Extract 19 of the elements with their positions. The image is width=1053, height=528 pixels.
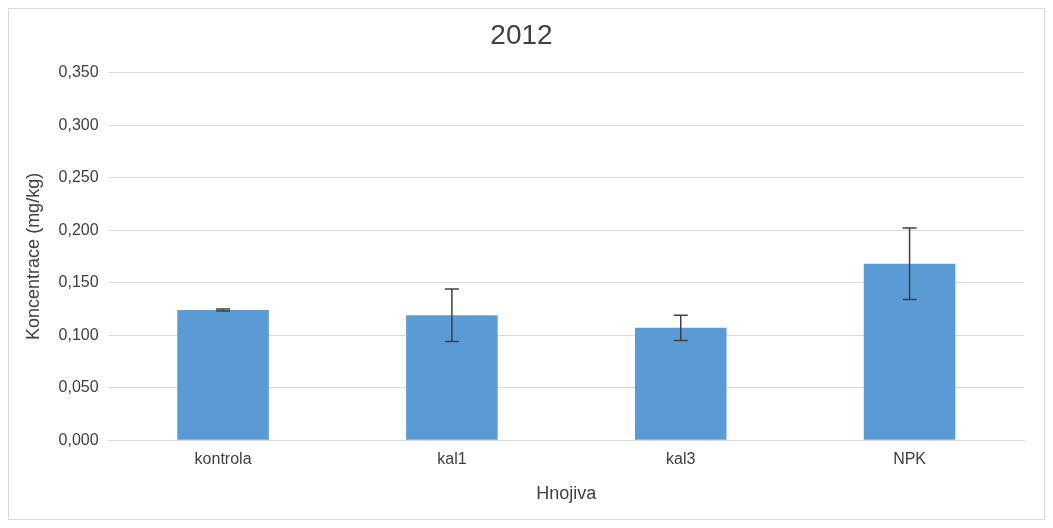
y-axis-title: Koncentrace (mg/kg) <box>22 172 43 340</box>
y-tick-label: 0,350 <box>58 63 99 81</box>
y-tick-label: 0,100 <box>58 325 99 343</box>
chart-title: 2012 <box>490 18 553 50</box>
y-tick-label: 0,250 <box>58 168 99 186</box>
y-tick-label: 0,000 <box>58 430 99 448</box>
x-tick-label: kal3 <box>666 450 696 468</box>
y-tick-label: 0,150 <box>58 273 99 291</box>
x-tick-label: NPK <box>893 450 927 468</box>
bar <box>863 263 956 440</box>
y-tick-label: 0,050 <box>58 378 99 396</box>
x-tick-label: kal1 <box>437 450 467 468</box>
bar <box>406 315 498 440</box>
y-tick-label: 0,200 <box>58 220 99 238</box>
x-tick-label: kontrola <box>194 450 252 468</box>
bar <box>177 309 269 440</box>
x-axis-title: Hnojiva <box>536 483 598 504</box>
y-tick-label: 0,300 <box>58 115 99 133</box>
bar <box>634 327 727 440</box>
